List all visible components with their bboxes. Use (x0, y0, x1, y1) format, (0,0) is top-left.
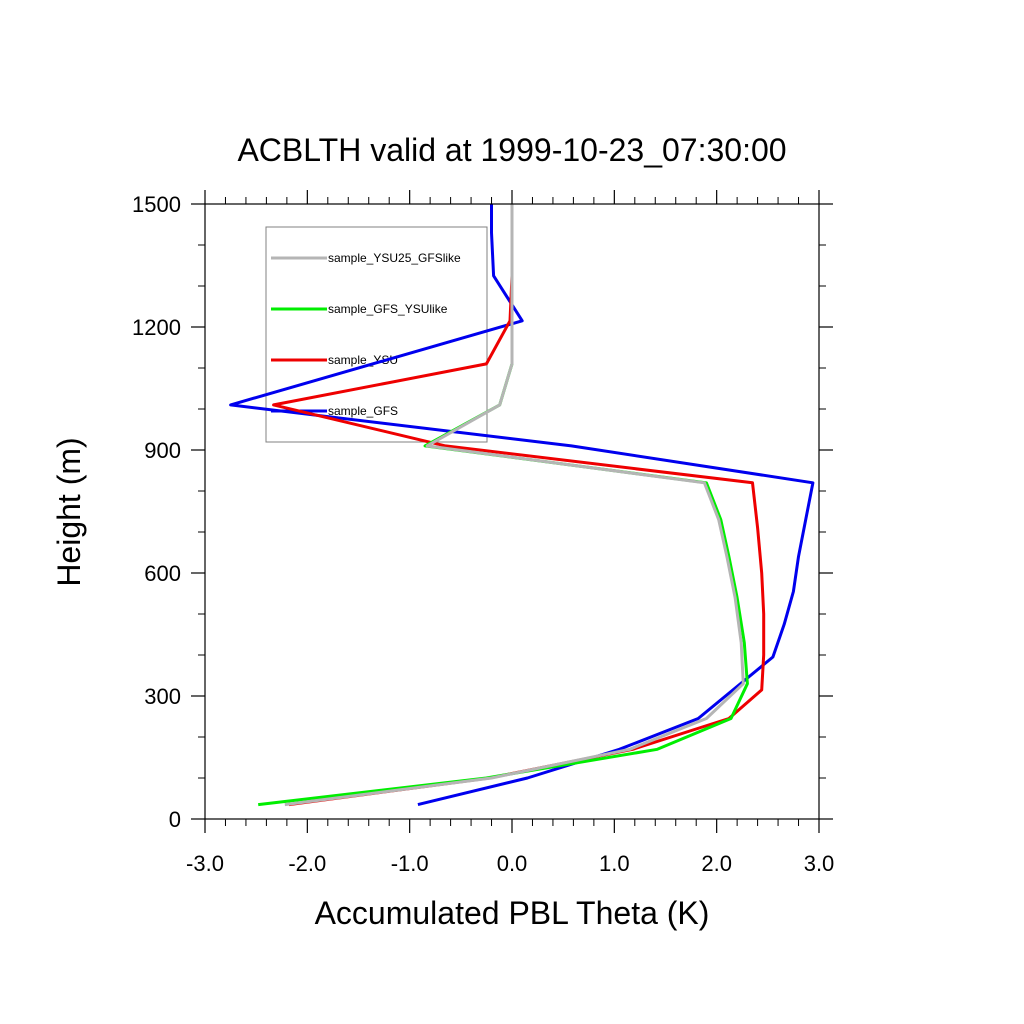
x-tick-label: -3.0 (186, 851, 224, 876)
y-tick-label: 1200 (132, 315, 181, 340)
y-tick-label: 900 (144, 438, 181, 463)
x-tick-label: 3.0 (804, 851, 835, 876)
x-tick-label: 1.0 (599, 851, 630, 876)
y-tick-label: 600 (144, 561, 181, 586)
series-line-sample_YSU25_GFSlike (284, 204, 745, 807)
y-tick-label: 0 (169, 807, 181, 832)
legend-label: sample_GFS_YSUlike (328, 302, 448, 316)
y-tick-label: 300 (144, 684, 181, 709)
x-tick-label: -1.0 (391, 851, 429, 876)
legend-label: sample_GFS (328, 404, 398, 418)
y-tick-label: 1500 (132, 192, 181, 217)
legend-label: sample_YSU (328, 353, 398, 367)
plot-frame (204, 203, 820, 820)
x-tick-label: -2.0 (288, 851, 326, 876)
tick-labels: -3.0 -2.0 -1.0 0.0 1.0 2.0 3.0 0 300 600 900 1200 15… (132, 192, 834, 876)
series-line-sample_YSU (272, 204, 766, 807)
legend-box (265, 226, 488, 443)
legend: sample_YSU25_GFSlike sample_GFS_YSUlikesa… (265, 226, 488, 443)
series-line-sample_GFS (229, 204, 815, 807)
chart-title: ACBLTH valid at 1999-10-23_07:30:00 (237, 132, 786, 168)
x-tick-label: 0.0 (497, 851, 528, 876)
y-axis-label: Height (m) (51, 437, 87, 586)
series-layer (229, 204, 815, 807)
legend-label: sample_YSU25_GFSlike (328, 251, 461, 265)
x-tick-label: 2.0 (701, 851, 732, 876)
x-axis-label: Accumulated PBL Theta (K) (315, 895, 710, 931)
axis-ticks (191, 190, 833, 833)
